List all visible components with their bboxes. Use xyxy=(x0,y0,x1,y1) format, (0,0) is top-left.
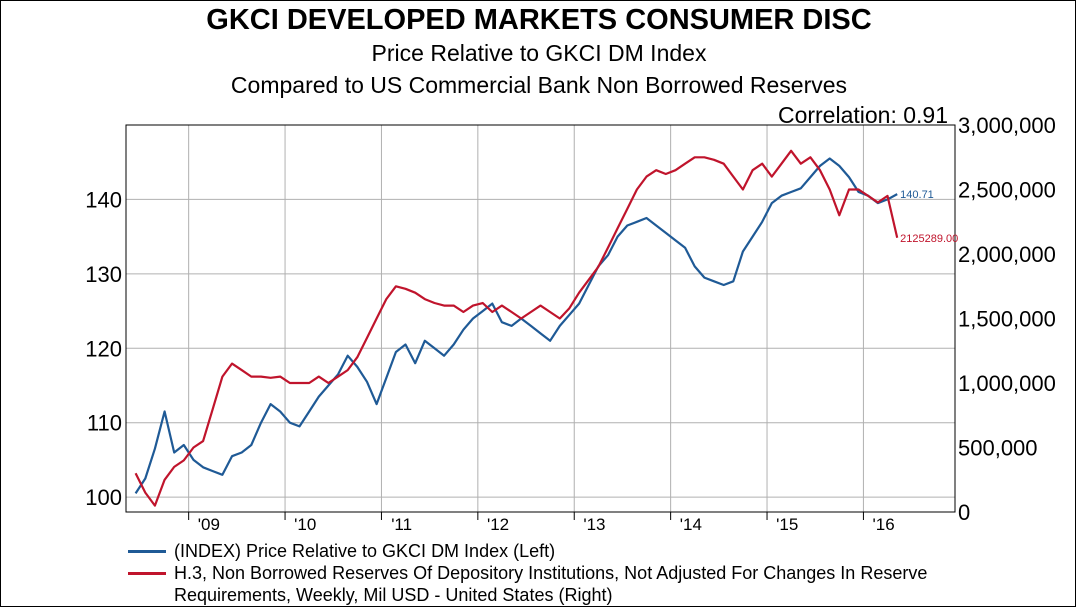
y-left-tick-label: 130 xyxy=(85,262,122,287)
x-tick-label: '09 xyxy=(198,515,220,534)
series-lines xyxy=(134,149,899,507)
legend: (INDEX) Price Relative to GKCI DM Index … xyxy=(128,540,1008,606)
chart-subtitle-2: Compared to US Commercial Bank Non Borro… xyxy=(230,72,848,98)
y-right-tick-label: 2,000,000 xyxy=(958,242,1056,267)
end-label-index: 140.71 xyxy=(900,189,934,201)
y-right-tick-label: 2,500,000 xyxy=(958,178,1056,203)
legend-label-reserves: H.3, Non Borrowed Reserves Of Depository… xyxy=(174,563,928,605)
x-tick-label: '15 xyxy=(776,515,798,534)
plot-border xyxy=(125,124,956,513)
legend-entry-index: (INDEX) Price Relative to GKCI DM Index … xyxy=(128,540,1008,562)
y-right-tick-label: 1,500,000 xyxy=(958,307,1056,332)
grid-lines xyxy=(126,125,955,512)
series-line-index xyxy=(134,157,898,495)
axes xyxy=(125,124,956,520)
legend-label-index: (INDEX) Price Relative to GKCI DM Index … xyxy=(174,541,556,561)
y-left-tick-label: 140 xyxy=(85,187,122,212)
y-right-tick-label: 0 xyxy=(958,500,970,525)
tick-labels: 100 110 120 130 140 0 500,000 1,000,000 1,500,00… xyxy=(85,113,1056,534)
chart-title: GKCI DEVELOPED MARKETS CONSUMER DISC xyxy=(206,4,872,36)
x-tick-label: '12 xyxy=(487,515,509,534)
y-left-tick-label: 110 xyxy=(87,411,122,436)
x-tick-label: '14 xyxy=(680,515,702,534)
legend-swatch-reserves xyxy=(128,572,166,575)
series-line-reserves xyxy=(134,149,899,507)
x-tick-label: '16 xyxy=(873,515,895,534)
chart-subtitle-1: Price Relative to GKCI DM Index xyxy=(371,40,707,66)
correlation-annotation: Correlation: 0.91 xyxy=(777,102,948,128)
x-tick-label: '11 xyxy=(391,515,412,534)
legend-entry-reserves: H.3, Non Borrowed Reserves Of Depository… xyxy=(128,562,1008,606)
y-left-tick-label: 100 xyxy=(85,485,122,510)
y-right-tick-label: 1,000,000 xyxy=(958,371,1056,396)
x-tick-label: '13 xyxy=(583,515,605,534)
legend-swatch-index xyxy=(128,550,166,553)
end-label-reserves: 2125289.00 xyxy=(900,233,958,245)
y-right-tick-label: 3,000,000 xyxy=(958,113,1056,138)
y-left-tick-label: 120 xyxy=(85,336,122,361)
y-right-tick-label: 500,000 xyxy=(958,436,1038,461)
x-tick-label: '10 xyxy=(294,515,316,534)
